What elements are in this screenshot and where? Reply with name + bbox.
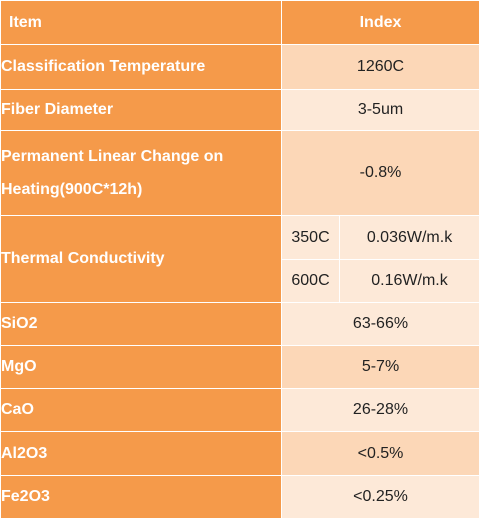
sub-value: 0.16W/m.k bbox=[340, 260, 479, 303]
table-row: Classification Temperature 1260C bbox=[1, 45, 479, 90]
row-value: <0.25% bbox=[282, 476, 479, 519]
sub-temp: 350C bbox=[282, 216, 340, 260]
row-label: Fiber Diameter bbox=[1, 90, 282, 131]
row-value: 5-7% bbox=[282, 346, 479, 389]
table-row: Fiber Diameter 3-5um bbox=[1, 90, 479, 131]
row-value: 3-5um bbox=[282, 90, 479, 131]
header-item: Item bbox=[1, 1, 282, 45]
table-row: Thermal Conductivity 350C 0.036W/m.k bbox=[1, 216, 479, 260]
sub-temp: 600C bbox=[282, 260, 340, 303]
row-label: Permanent Linear Change on Heating(900C*1… bbox=[1, 131, 282, 216]
row-label: Classification Temperature bbox=[1, 45, 282, 90]
table-row: Fe2O3 <0.25% bbox=[1, 476, 479, 519]
header-index: Index bbox=[282, 1, 479, 45]
row-label-line: Permanent Linear Change on bbox=[1, 148, 223, 165]
row-label: Al2O3 bbox=[1, 432, 282, 476]
row-label-line: Heating(900C*12h) bbox=[1, 181, 142, 198]
row-value: 1260C bbox=[282, 45, 479, 90]
row-value: -0.8% bbox=[282, 131, 479, 216]
row-value: 63-66% bbox=[282, 303, 479, 346]
table-row: Al2O3 <0.5% bbox=[1, 432, 479, 476]
header-row: Item Index bbox=[1, 1, 479, 45]
row-label: Fe2O3 bbox=[1, 476, 282, 519]
row-label: Thermal Conductivity bbox=[1, 216, 282, 303]
row-value: <0.5% bbox=[282, 432, 479, 476]
row-label: SiO2 bbox=[1, 303, 282, 346]
row-label: CaO bbox=[1, 389, 282, 432]
table-row: Permanent Linear Change on Heating(900C*1… bbox=[1, 131, 479, 216]
row-value: 26-28% bbox=[282, 389, 479, 432]
row-label: MgO bbox=[1, 346, 282, 389]
sub-value: 0.036W/m.k bbox=[340, 216, 479, 260]
table-row: CaO 26-28% bbox=[1, 389, 479, 432]
table-row: MgO 5-7% bbox=[1, 346, 479, 389]
table-row: SiO2 63-66% bbox=[1, 303, 479, 346]
